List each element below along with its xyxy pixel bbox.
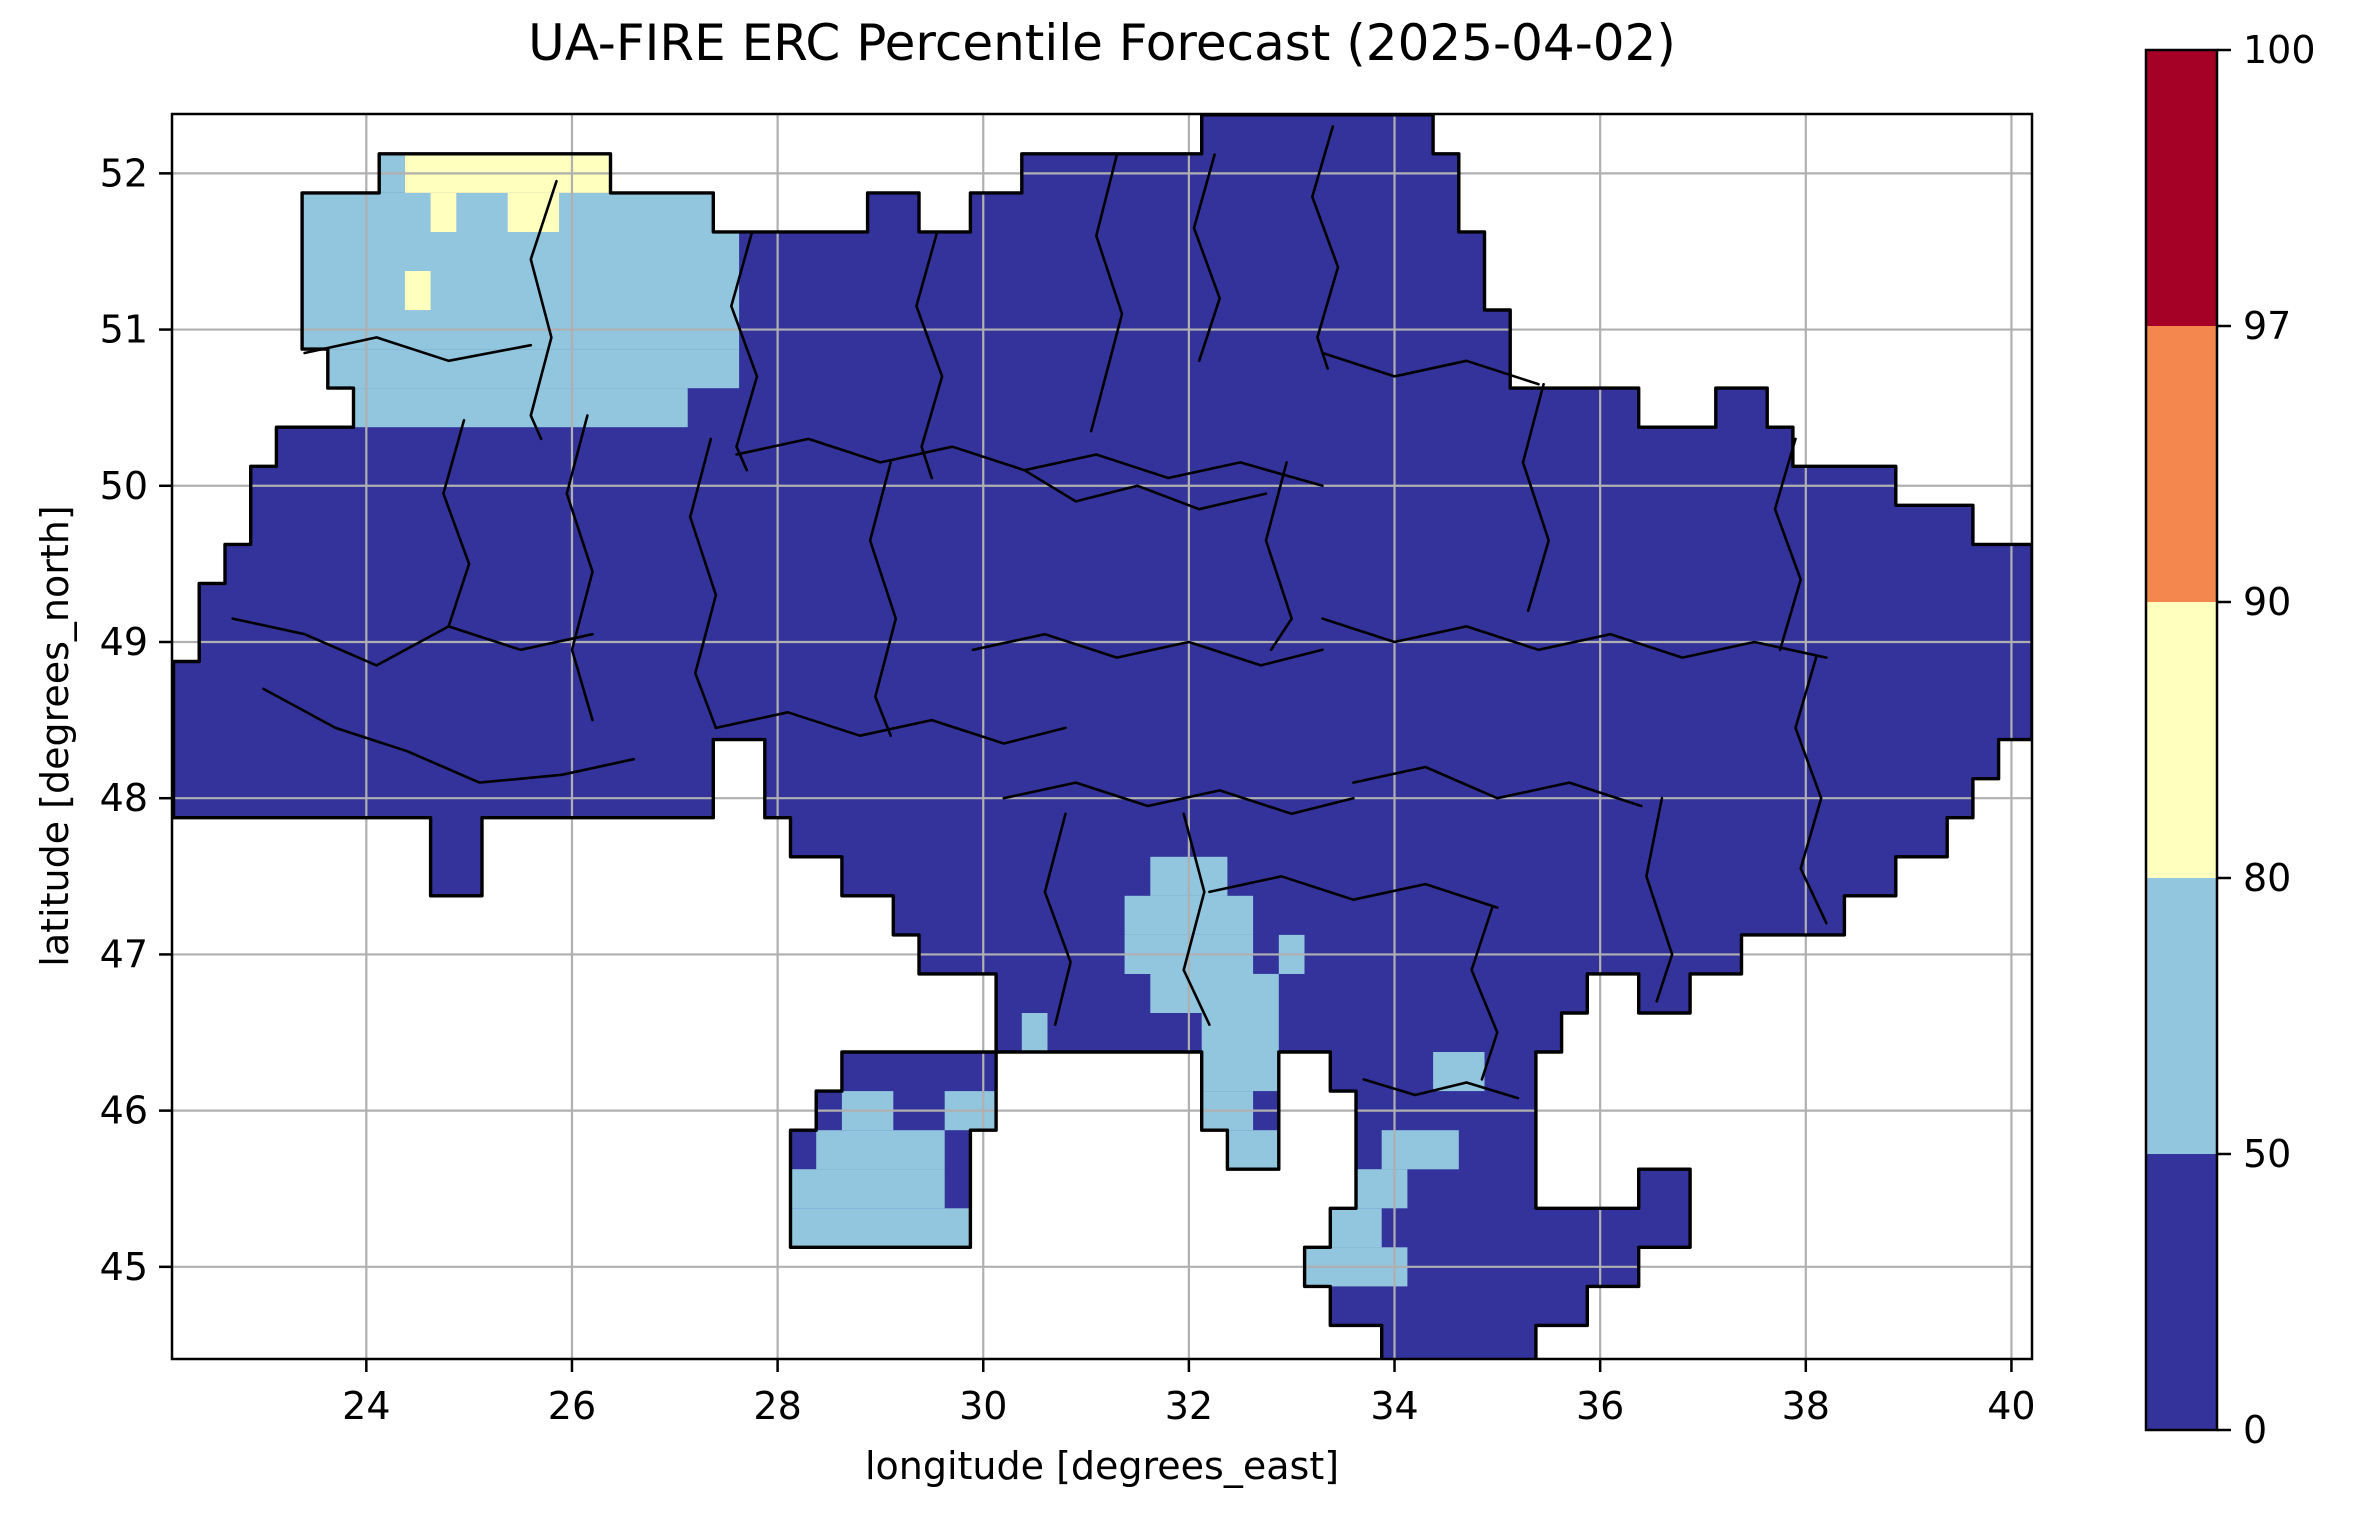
x-tick-label: 36 <box>1576 1384 1624 1428</box>
y-tick-label: 49 <box>100 620 148 664</box>
y-tick-label: 50 <box>100 464 148 508</box>
national-border <box>172 114 2032 1359</box>
oblast-boundary <box>1352 765 1643 808</box>
colorbar-tick-label: 50 <box>2243 1132 2291 1176</box>
raster-cells-50-80 <box>1201 1013 1279 1053</box>
oblast-boundary <box>1362 1078 1520 1100</box>
colorbar-tick-label: 100 <box>2243 28 2316 72</box>
oblast-boundary <box>1321 617 1828 659</box>
oblast-boundary <box>262 687 636 784</box>
y-axis-label: latitude [degrees_north] <box>33 505 77 967</box>
x-tick-label: 40 <box>1987 1384 2035 1428</box>
x-tick-label: 26 <box>548 1384 596 1428</box>
y-axis-label-wrap: latitude [degrees_north] <box>33 416 83 1056</box>
oblast-boundary <box>1773 437 1802 652</box>
oblast-boundary <box>529 179 558 441</box>
y-tick-label: 48 <box>100 776 148 820</box>
raster-cells-50-80 <box>353 388 688 428</box>
raster-cells-80-90 <box>404 271 431 311</box>
map-layer <box>172 114 2032 1359</box>
colorbar-tick-label: 90 <box>2243 580 2291 624</box>
colorbar-segment <box>2146 878 2217 1154</box>
oblast-boundary <box>735 437 1098 472</box>
raster-cells-50-80 <box>1356 1169 1408 1209</box>
plot-frame <box>170 112 2034 1361</box>
oblast-boundary <box>1521 382 1550 613</box>
raster-cells-50-80 <box>1201 1052 1279 1092</box>
x-tick-label: 24 <box>342 1384 390 1428</box>
oblast-boundary <box>1321 351 1540 386</box>
colorbar-segment <box>2146 50 2217 326</box>
colorbar-tick-label: 97 <box>2243 304 2291 348</box>
raster-cells-50-80 <box>1227 1130 1279 1170</box>
raster-cells-50-80 <box>816 1130 945 1170</box>
x-axis-label: longitude [degrees_east] <box>864 1444 1340 1488</box>
national-border <box>788 1050 998 1250</box>
raster-cells-50-80 <box>1021 1013 1048 1053</box>
colorbar-outline <box>2144 48 2219 1432</box>
oblast-boundary <box>1043 812 1072 1026</box>
oblast-boundary <box>1182 812 1211 1026</box>
x-tick-label: 38 <box>1782 1384 1830 1428</box>
colorbar-segment <box>2146 1154 2217 1430</box>
raster-cells-50-80 <box>302 231 740 271</box>
oblast-boundary <box>231 617 594 667</box>
oblast-boundary <box>1002 781 1355 816</box>
oblast-boundary <box>971 632 1324 667</box>
y-tick-label: 45 <box>100 1245 148 1289</box>
y-tick-label: 46 <box>100 1089 148 1133</box>
x-tick-label: 30 <box>959 1384 1007 1428</box>
oblast-boundary <box>303 336 533 363</box>
colorbar-segment <box>2146 602 2217 878</box>
y-tick-label: 51 <box>100 308 148 352</box>
colorbar-segment <box>2146 326 2217 602</box>
oblast-boundary <box>688 437 718 730</box>
oblast-boundary <box>1208 874 1499 909</box>
y-tick-label: 47 <box>100 932 148 976</box>
oblast-boundary <box>442 418 471 628</box>
raster-cells-50-80 <box>327 349 740 389</box>
oblast-boundary <box>1470 906 1499 1081</box>
raster-cells-50-80 <box>1381 1130 1459 1170</box>
oblast-boundary <box>1023 468 1268 511</box>
raster-cells-50-80 <box>790 1169 945 1209</box>
y-tick-label: 52 <box>100 151 148 195</box>
x-tick-label: 34 <box>1370 1384 1418 1428</box>
raster-cells-50-80 <box>302 271 740 311</box>
colorbar-tick-label: 80 <box>2243 856 2291 900</box>
oblast-boundary <box>915 231 944 480</box>
oblast-boundary <box>1311 125 1340 370</box>
x-tick-label: 28 <box>753 1384 801 1428</box>
oblast-boundary <box>565 414 594 722</box>
oblast-boundary <box>1264 461 1293 652</box>
oblast-boundary <box>1095 453 1324 488</box>
raster-cells-50-80 <box>1150 973 1279 1013</box>
chart-title: UA-FIRE ERC Percentile Forecast (2025-04… <box>528 14 1676 72</box>
raster-cells-80-90 <box>430 192 457 232</box>
oblast-boundary <box>868 461 898 738</box>
raster-cells-50-80 <box>1330 1208 1382 1248</box>
oblast-boundary <box>1645 796 1674 1003</box>
raster-cells-50-80 <box>790 1208 971 1248</box>
oblast-boundary <box>1192 153 1221 363</box>
colorbar-tick-label: 0 <box>2243 1408 2267 1452</box>
oblast-boundary <box>714 710 1067 745</box>
oblast-boundary <box>1794 656 1828 925</box>
oblast-boundary <box>1089 153 1124 433</box>
x-tick-label: 32 <box>1165 1384 1213 1428</box>
